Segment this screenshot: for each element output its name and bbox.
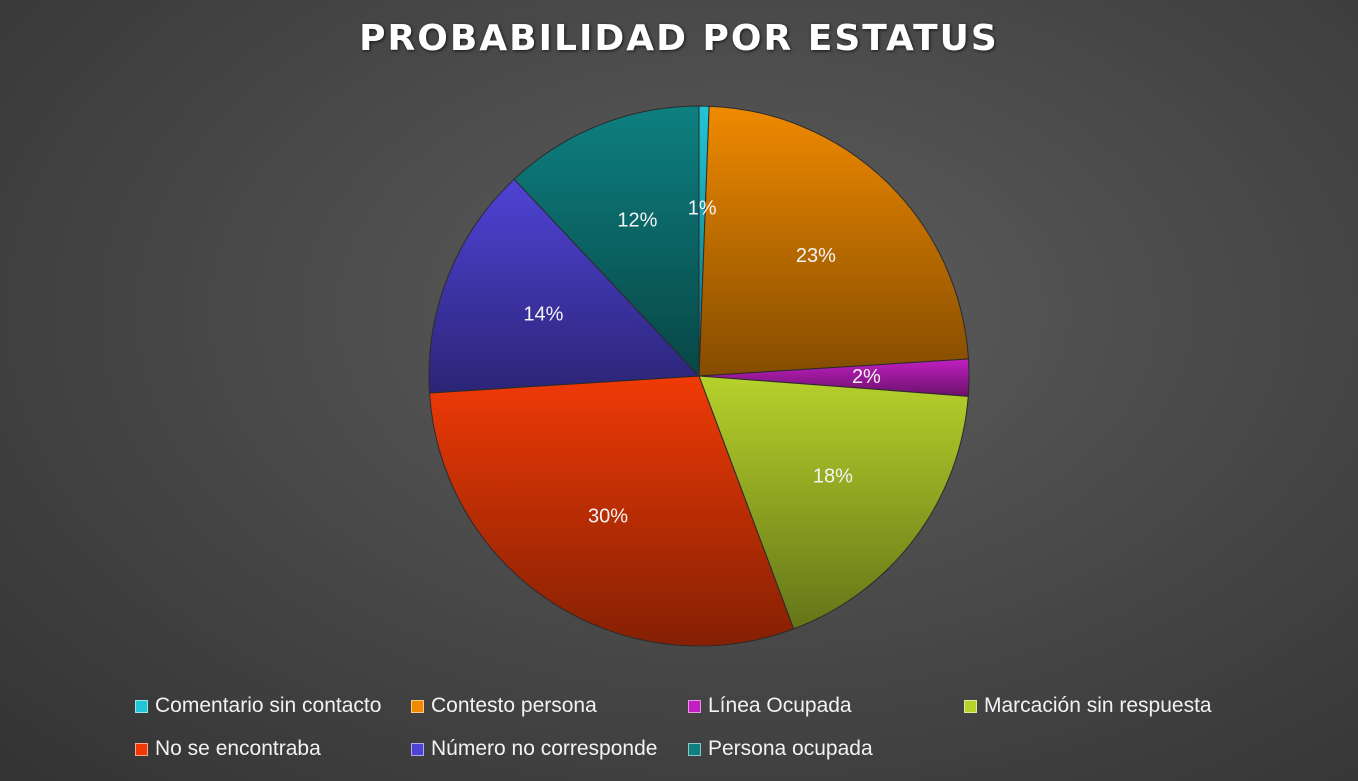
data-label-marcacion-sin-respuesta: 18% xyxy=(813,466,853,488)
pie-slice-persona-ocupada xyxy=(513,105,700,378)
data-label-numero-no-corresponde: 14% xyxy=(523,303,563,325)
pie-slice-marcacion-sin-respuesta xyxy=(698,375,969,630)
pie-slice-no-se-encontraba xyxy=(429,375,795,647)
data-label-contesto-persona: 23% xyxy=(796,245,836,267)
data-label-linea-ocupada: 2% xyxy=(852,366,881,388)
data-label-no-se-encontraba: 30% xyxy=(588,505,628,527)
pie-slice-numero-no-corresponde xyxy=(428,178,701,394)
data-label-persona-ocupada: 12% xyxy=(617,209,657,231)
chart-title: PROBABILIDAD POR ESTATUS xyxy=(359,18,999,59)
data-label-comentario-sin-contacto: 1% xyxy=(688,198,717,220)
pie-slice-contesto-persona xyxy=(698,105,969,377)
